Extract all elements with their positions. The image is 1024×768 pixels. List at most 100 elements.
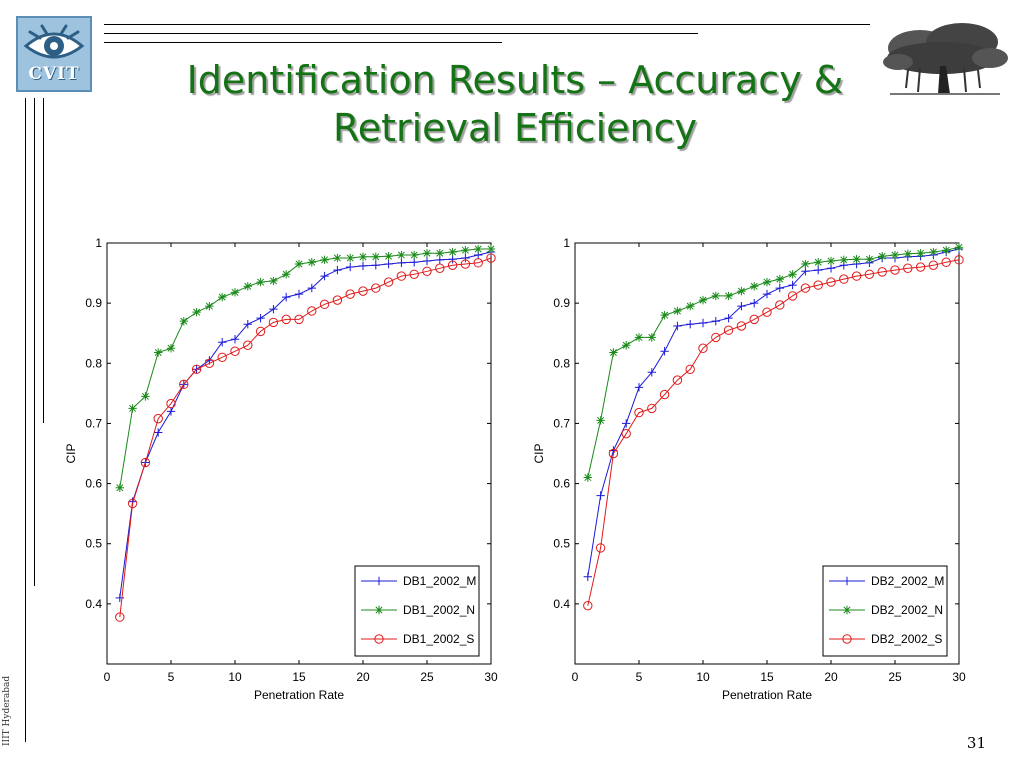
data-point: [447, 260, 458, 270]
data-point: [358, 261, 368, 271]
data-point: [801, 259, 810, 269]
x-tick-label: 25: [420, 670, 434, 684]
data-point: [140, 457, 151, 468]
legend-label: DB1_2002_N: [403, 603, 475, 617]
data-point: [634, 383, 644, 392]
legend-marker: [842, 605, 852, 615]
data-point: [660, 347, 669, 356]
data-point: [205, 301, 214, 311]
legend-marker: [374, 634, 384, 644]
side-rule: [43, 98, 44, 423]
data-point: [851, 271, 862, 281]
data-point: [486, 253, 496, 263]
data-point: [422, 266, 432, 276]
y-axis-label: CIP: [532, 443, 546, 463]
x-tick-label: 10: [696, 670, 710, 684]
side-rule: [34, 98, 35, 586]
data-point: [269, 304, 278, 314]
x-tick-label: 30: [952, 670, 966, 684]
institution-label: IIIT Hyderabad: [2, 675, 12, 746]
data-point: [839, 274, 849, 284]
data-point: [596, 491, 605, 500]
data-point: [384, 252, 393, 261]
header-rule: [104, 33, 698, 34]
data-point: [826, 256, 836, 266]
data-point: [929, 247, 938, 257]
data-point: [698, 295, 708, 305]
y-tick-label: 0.4: [85, 597, 102, 611]
data-point: [915, 262, 926, 272]
legend-label: DB2_2002_M: [871, 574, 944, 588]
x-tick-label: 10: [228, 670, 242, 684]
data-point: [256, 277, 265, 287]
legend-label: DB1_2002_M: [403, 574, 476, 588]
data-point: [217, 352, 227, 362]
data-point: [320, 255, 329, 265]
data-point: [762, 307, 772, 317]
data-point: [166, 344, 176, 353]
data-point: [788, 280, 797, 290]
series-DB2_2002_N: [583, 243, 964, 482]
data-point: [307, 283, 316, 293]
data-point: [383, 277, 394, 287]
data-point: [218, 292, 227, 302]
data-point: [115, 593, 124, 603]
tree-icon: [883, 23, 1008, 95]
y-tick-label: 0.9: [553, 296, 570, 310]
legend-marker: [374, 576, 384, 586]
data-point: [814, 258, 823, 267]
data-point: [127, 498, 138, 509]
data-point: [685, 364, 695, 375]
data-point: [954, 255, 964, 265]
data-point: [634, 333, 644, 342]
data-point: [448, 247, 457, 257]
data-point: [762, 289, 772, 299]
data-point: [647, 403, 657, 414]
y-tick-label: 0.8: [85, 356, 102, 370]
legend-marker: [842, 576, 852, 586]
data-point: [608, 448, 619, 459]
data-point: [711, 332, 721, 343]
data-point: [192, 307, 201, 317]
data-point: [673, 306, 682, 316]
data-point: [826, 277, 836, 287]
header-rule: [104, 42, 502, 43]
data-point: [903, 263, 913, 273]
data-point: [384, 259, 393, 269]
data-point: [486, 244, 496, 254]
series-line: [119, 257, 492, 618]
data-point: [166, 407, 176, 416]
data-point: [826, 264, 836, 273]
data-point: [230, 335, 240, 344]
data-point: [281, 314, 291, 325]
data-point: [269, 276, 278, 286]
data-point: [154, 428, 163, 437]
legend-label: DB2_2002_N: [871, 603, 943, 617]
data-point: [878, 252, 887, 261]
legend-marker: [842, 634, 852, 644]
y-tick-label: 0.6: [85, 477, 102, 491]
data-point: [814, 265, 823, 275]
data-point: [346, 253, 355, 263]
data-point: [723, 325, 734, 335]
y-tick-label: 0.6: [553, 477, 570, 491]
title-line-2: Retrieval Efficiency: [333, 106, 697, 150]
data-point: [179, 379, 189, 390]
data-point: [775, 283, 784, 293]
data-point: [435, 263, 445, 273]
y-tick-label: 1: [563, 236, 570, 250]
data-point: [294, 314, 304, 325]
data-point: [345, 289, 355, 299]
data-point: [179, 316, 188, 326]
data-point: [787, 291, 798, 301]
data-point: [622, 419, 631, 428]
data-point: [461, 246, 470, 255]
data-point: [204, 358, 215, 368]
data-point: [595, 543, 606, 553]
data-point: [461, 253, 470, 263]
data-point: [243, 282, 252, 291]
data-point: [320, 271, 329, 281]
x-tick-label: 15: [760, 670, 774, 684]
y-tick-label: 1: [95, 236, 102, 250]
x-axis-label: Penetration Rate: [254, 688, 344, 702]
